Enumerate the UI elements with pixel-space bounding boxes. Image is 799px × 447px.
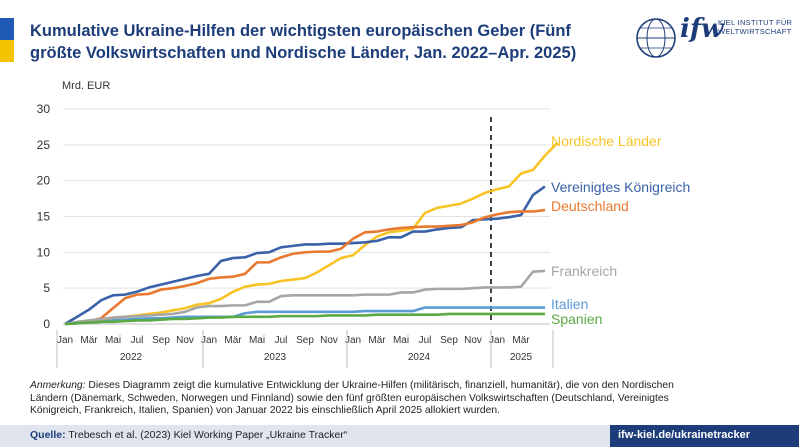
year-label: 2025 xyxy=(510,352,533,363)
ukraine-flag-blue xyxy=(0,18,14,40)
x-tick-label: Nov xyxy=(176,335,194,346)
series-line xyxy=(64,142,558,326)
y-tick-label: 5 xyxy=(43,281,50,295)
ukraine-flag-yellow xyxy=(0,40,14,62)
y-tick-label: 25 xyxy=(37,138,51,152)
x-tick-label: Sep xyxy=(296,335,314,346)
x-tick-label: Jul xyxy=(275,335,288,346)
x-tick-label: Jan xyxy=(489,335,505,346)
x-tick-label: Mai xyxy=(249,335,265,346)
x-tick-label: Jul xyxy=(131,335,144,346)
y-tick-label: 30 xyxy=(37,102,51,116)
note-label: Anmerkung: xyxy=(30,380,86,391)
source-citation: Trebesch et al. (2023) Kiel Working Pape… xyxy=(68,429,348,441)
y-tick-label: 10 xyxy=(37,245,51,259)
y-tick-label: 0 xyxy=(43,317,50,331)
logo-subtitle-line2: WELTWIRTSCHAFT xyxy=(718,27,792,36)
y-tick-label: 20 xyxy=(37,174,51,188)
source-label: Quelle: xyxy=(30,429,66,441)
x-tick-label: Mär xyxy=(224,335,242,346)
year-label: 2022 xyxy=(120,352,143,363)
x-tick-label: Sep xyxy=(152,335,170,346)
x-tick-label: Jan xyxy=(57,335,73,346)
logo-mark: ifw xyxy=(680,14,724,44)
url-box xyxy=(610,425,799,447)
x-tick-label: Nov xyxy=(320,335,338,346)
series-label: Vereinigtes Königreich xyxy=(551,179,690,195)
x-tick-label: Mär xyxy=(368,335,386,346)
logo-subtitle-line1: KIEL INSTITUT FÜR xyxy=(718,18,793,27)
series-line xyxy=(64,306,545,326)
series-label: Nordische Länder xyxy=(551,133,662,149)
chart-title: Kumulative Ukraine-Hilfen der wichtigste… xyxy=(30,22,577,62)
year-label: 2024 xyxy=(408,352,431,363)
series-label: Spanien xyxy=(551,311,602,327)
x-tick-label: Jan xyxy=(201,335,217,346)
x-tick-label: Mai xyxy=(105,335,121,346)
x-tick-label: Mai xyxy=(393,335,409,346)
note-text: Dieses Diagramm zeigt die kumulative Ent… xyxy=(30,380,674,416)
series-line xyxy=(64,269,546,326)
y-tick-label: 15 xyxy=(37,210,51,224)
logo-subtitle: KIEL INSTITUT FÜR WELTWIRTSCHAFT xyxy=(718,18,792,36)
x-tick-label: Mär xyxy=(80,335,98,346)
website-link[interactable]: ifw-kiel.de/ukrainetracker xyxy=(618,429,751,441)
series-label: Frankreich xyxy=(551,263,617,279)
series-label: Deutschland xyxy=(551,198,629,214)
chart-note: Anmerkung: Dieses Diagramm zeigt die kum… xyxy=(30,380,710,418)
globe-icon xyxy=(636,18,676,58)
x-tick-label: Mär xyxy=(512,335,530,346)
footer-bar xyxy=(0,425,799,447)
series-line xyxy=(64,208,546,326)
year-label: 2023 xyxy=(264,352,287,363)
series-line xyxy=(64,185,546,326)
series-label: Italien xyxy=(551,296,588,312)
source-text: Quelle: Trebesch et al. (2023) Kiel Work… xyxy=(30,429,347,441)
x-tick-label: Sep xyxy=(440,335,458,346)
series-line xyxy=(64,312,545,326)
y-axis-label: Mrd. EUR xyxy=(62,80,111,92)
x-tick-label: Nov xyxy=(464,335,482,346)
x-tick-label: Jan xyxy=(345,335,361,346)
x-tick-label: Jul xyxy=(419,335,432,346)
